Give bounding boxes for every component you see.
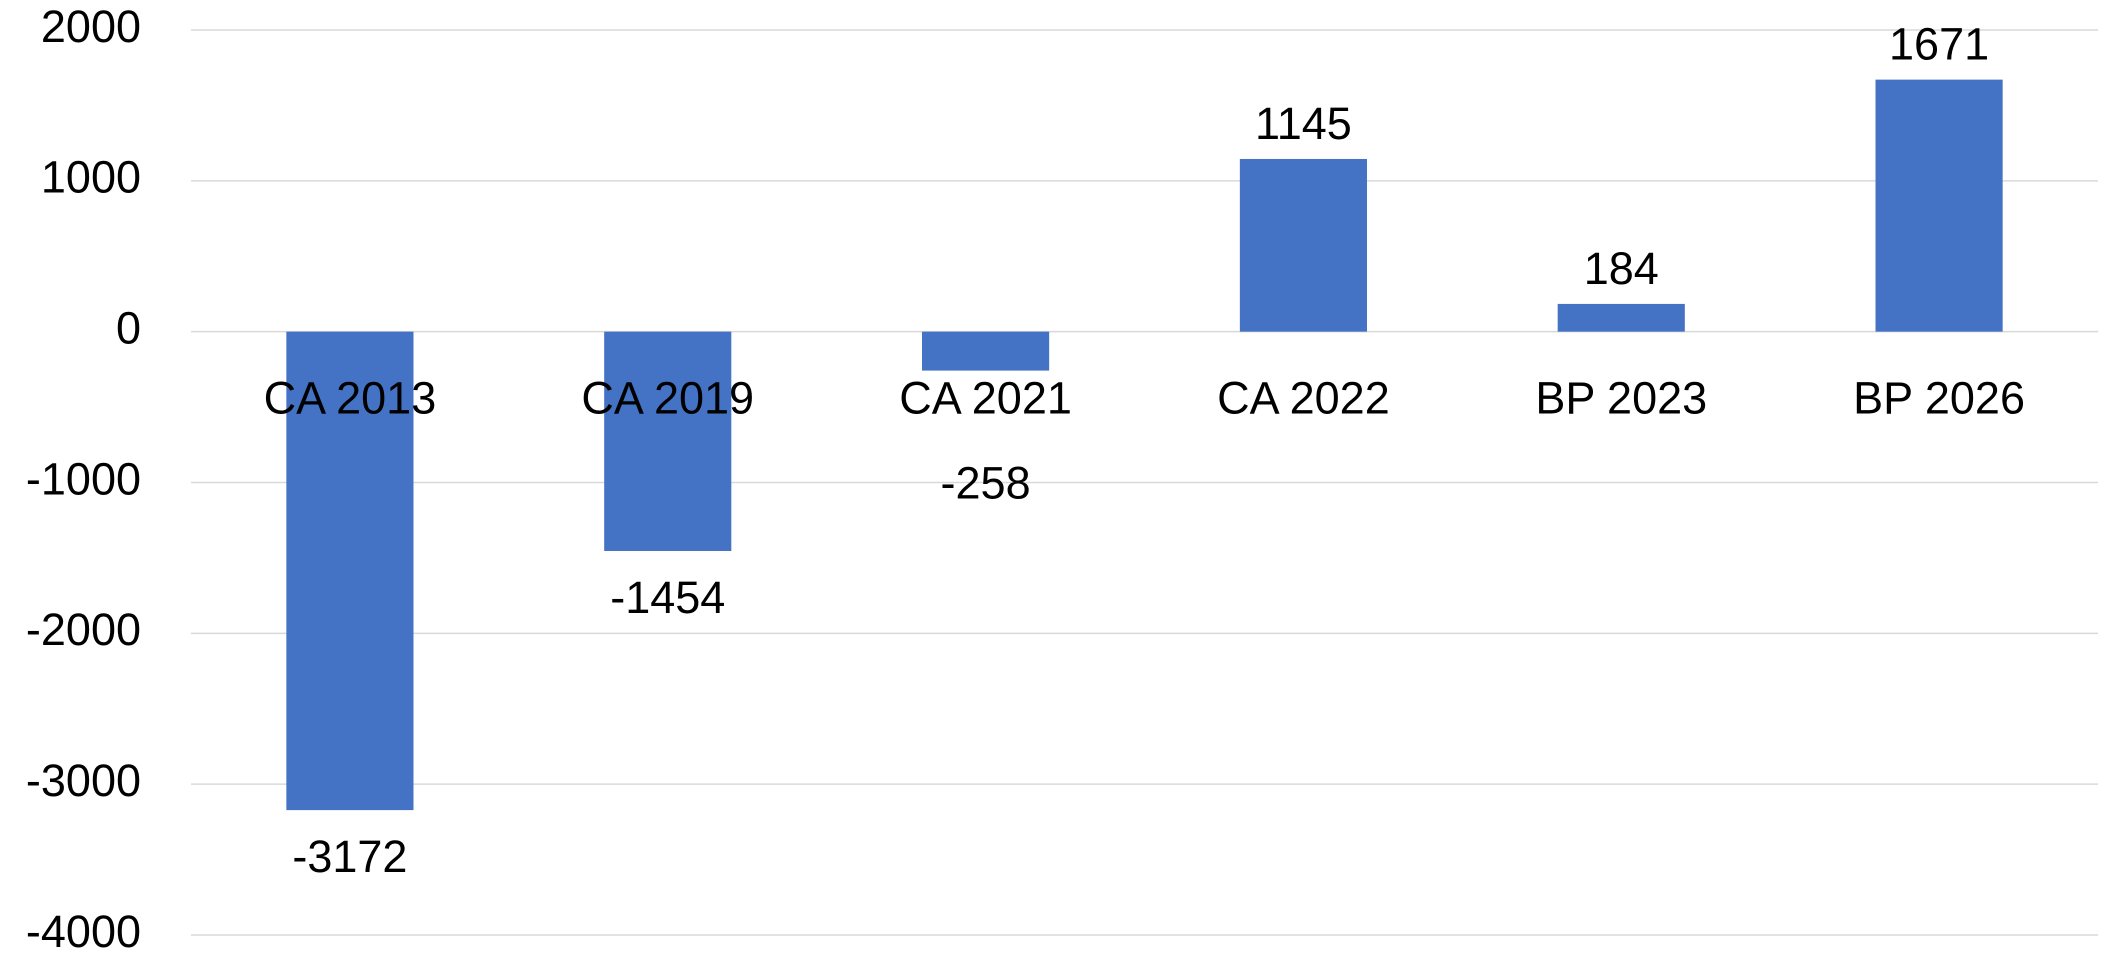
y-tick-label: -3000 [26, 755, 141, 806]
x-tick-label: CA 2021 [899, 373, 1072, 424]
y-tick-label: 2000 [41, 1, 141, 52]
x-tick-label: CA 2022 [1217, 373, 1390, 424]
bar [286, 331, 414, 811]
y-tick-label: -1000 [26, 453, 141, 504]
x-tick-label: BP 2026 [1853, 373, 2025, 424]
y-tick-label: 0 [116, 303, 141, 354]
data-label: -3172 [292, 831, 407, 882]
data-label: -258 [941, 458, 1031, 509]
y-tick-label: -2000 [26, 604, 141, 655]
data-label: 184 [1584, 243, 1659, 294]
data-label: 1145 [1255, 98, 1352, 149]
y-tick-label: -4000 [26, 906, 141, 957]
x-tick-label: BP 2023 [1535, 373, 1707, 424]
bar [1875, 79, 2003, 332]
y-tick-label: 1000 [41, 152, 141, 203]
x-tick-label: CA 2013 [264, 373, 437, 424]
bar [922, 331, 1050, 371]
data-label: 1671 [1889, 19, 1989, 70]
bar [604, 331, 732, 551]
x-tick-label: CA 2019 [581, 373, 754, 424]
bar [1239, 158, 1367, 332]
bar [1557, 303, 1685, 332]
data-label: -1454 [610, 572, 725, 623]
